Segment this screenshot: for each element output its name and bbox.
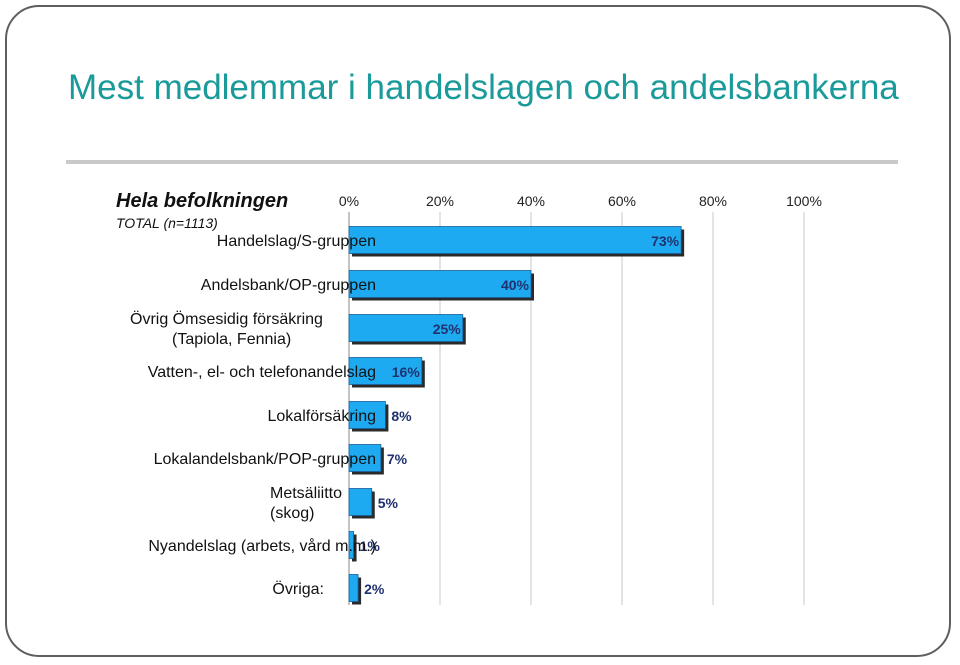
bar-value-label: 73% xyxy=(651,233,680,249)
bar xyxy=(348,574,359,602)
bar-value-label: 25% xyxy=(433,321,462,337)
bar-value-label: 2% xyxy=(364,581,385,597)
bar xyxy=(348,314,464,342)
category-label: Lokalförsäkring xyxy=(268,408,377,425)
bar-shadow xyxy=(352,534,357,562)
category-label: Lokalandelsbank/POP-gruppen xyxy=(154,451,376,468)
bar xyxy=(348,226,682,254)
slide-title: Mest medlemmar i handelslagen och andels… xyxy=(68,68,899,107)
x-tick-label: 80% xyxy=(699,193,727,209)
bar-value-label: 16% xyxy=(392,364,421,380)
bar-value-label: 8% xyxy=(391,408,412,424)
bar-value-label: 5% xyxy=(378,495,399,511)
slide-frame xyxy=(5,5,951,657)
category-label: Handelslag/S-gruppen xyxy=(217,233,376,250)
x-tick-label: 60% xyxy=(608,193,636,209)
category-label: Övriga: xyxy=(272,580,324,598)
chart-heading: Hela befolkningen xyxy=(116,190,289,212)
bar xyxy=(348,488,373,516)
bar-value-label: 40% xyxy=(501,277,530,293)
bar xyxy=(348,270,532,298)
title-divider xyxy=(66,160,898,164)
bar xyxy=(348,357,423,385)
x-tick-label: 0% xyxy=(339,193,359,209)
x-tick-label: 40% xyxy=(517,193,545,209)
bar-value-label: 7% xyxy=(387,451,408,467)
bar xyxy=(348,401,386,429)
category-label: (skog) xyxy=(270,505,314,522)
bar-value-label: 1% xyxy=(360,538,381,554)
category-label: (Tapiola, Fennia) xyxy=(172,331,291,348)
x-tick-label: 20% xyxy=(426,193,454,209)
x-tick-label: 100% xyxy=(786,193,822,209)
category-label: Nyandelslag (arbets, vård m.m.) xyxy=(148,537,376,555)
category-label: Andelsbank/OP-gruppen xyxy=(201,277,376,294)
bar xyxy=(348,444,382,472)
category-label: Vatten-, el- och telefonandelslag xyxy=(148,364,376,381)
category-label: Övrig Ömsesidig försäkring xyxy=(130,310,323,328)
bar xyxy=(348,531,354,559)
category-label: Metsäliitto xyxy=(270,485,342,502)
chart-subheading: TOTAL (n=1113) xyxy=(116,215,218,231)
